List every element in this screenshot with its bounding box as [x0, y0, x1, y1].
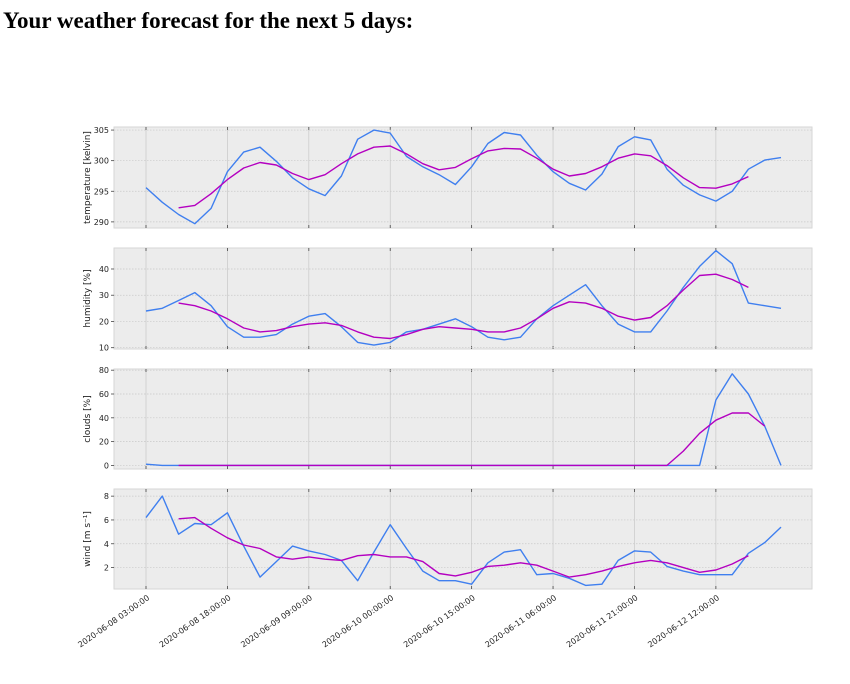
y-tick-label: 4 — [104, 540, 109, 549]
y-tick-label: 20 — [99, 438, 109, 447]
y-tick-label: 40 — [99, 414, 109, 423]
smoothed-series-line — [178, 273, 749, 340]
y-tick-label: 305 — [94, 126, 109, 135]
plot-area — [113, 368, 813, 470]
y-tick-label: 8 — [104, 492, 109, 501]
y-tick-label: 6 — [104, 516, 109, 525]
y-axis-label: humidity [%] — [83, 269, 93, 327]
smoothed-series-line — [178, 516, 749, 578]
x-tick-label: 2020-06-10 15:00:00 — [402, 593, 477, 649]
raw-series-line — [145, 495, 782, 587]
plot-area — [113, 247, 813, 350]
subplot-3: 0 20 40 60 80 clouds [%] — [83, 366, 813, 470]
page-heading: Your weather forecast for the next 5 day… — [3, 8, 414, 33]
y-tick-label: 300 — [94, 157, 109, 166]
y-tick-label: 40 — [99, 265, 109, 274]
smoothed-series-line — [178, 412, 766, 467]
y-tick-label: 10 — [99, 344, 109, 353]
y-tick-label: 0 — [104, 461, 109, 470]
x-tick-label: 2020-06-09 09:00:00 — [239, 593, 314, 649]
subplot-4: 2 4 6 8 wind [m s⁻¹] — [83, 488, 813, 590]
x-tick-label: 2020-06-12 12:00:00 — [646, 593, 721, 649]
y-tick-label: 2 — [104, 564, 109, 573]
smoothed-series-line — [178, 145, 749, 209]
y-tick-label: 295 — [94, 187, 109, 196]
plot-area — [113, 126, 813, 229]
subplot-2: 10 20 30 40 humidity [%] — [83, 247, 813, 353]
y-axis-label: temperature [kelvin] — [83, 131, 93, 224]
x-tick-label: 2020-06-11 21:00:00 — [565, 593, 640, 649]
x-tick-label: 2020-06-11 06:00:00 — [483, 593, 558, 649]
y-axis-label: wind [m s⁻¹] — [83, 511, 93, 567]
y-tick-label: 60 — [99, 390, 109, 399]
raw-series-line — [145, 129, 782, 225]
x-tick-label: 2020-06-08 18:00:00 — [158, 593, 233, 649]
raw-series-line — [145, 249, 782, 346]
y-tick-label: 290 — [94, 218, 109, 227]
y-tick-label: 20 — [99, 317, 109, 326]
y-tick-label: 30 — [99, 291, 109, 300]
y-tick-label: 80 — [99, 366, 109, 375]
x-tick-label: 2020-06-08 03:00:00 — [76, 593, 151, 649]
y-axis-label: clouds [%] — [83, 395, 93, 443]
x-tick-label: 2020-06-10 00:00:00 — [321, 593, 396, 649]
